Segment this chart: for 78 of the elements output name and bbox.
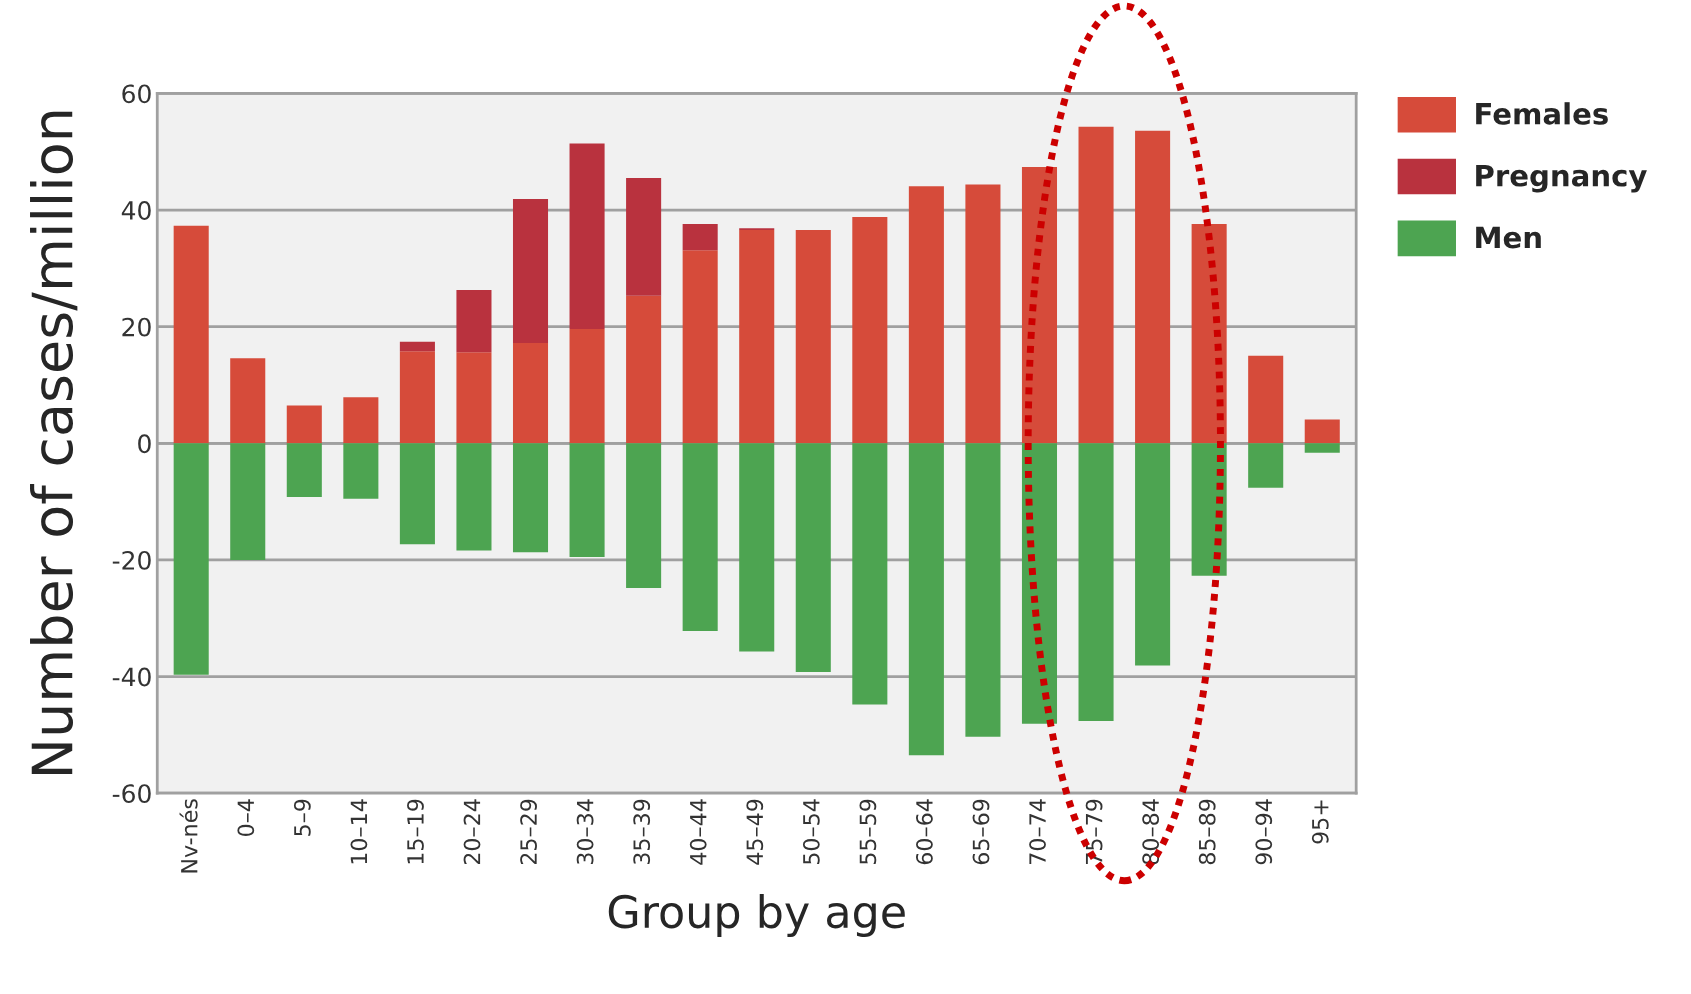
bar bbox=[343, 397, 379, 444]
bar bbox=[456, 443, 492, 551]
bar bbox=[569, 329, 605, 444]
x-tick-label: 60–64 bbox=[916, 799, 933, 865]
x-tick-label: 15–19 bbox=[407, 799, 424, 864]
bar bbox=[852, 217, 888, 444]
bar bbox=[1248, 355, 1284, 444]
bar bbox=[1078, 126, 1114, 444]
bar bbox=[795, 443, 831, 672]
bar bbox=[682, 224, 718, 251]
x-tick-label: 20–24 bbox=[463, 799, 481, 865]
legend-label: Females bbox=[1476, 102, 1608, 125]
bar bbox=[286, 405, 322, 444]
x-tick-label: 55–59 bbox=[859, 799, 877, 865]
bar bbox=[399, 341, 435, 352]
bar bbox=[965, 184, 1001, 444]
bar bbox=[795, 229, 831, 444]
bar bbox=[512, 343, 549, 444]
bar bbox=[852, 443, 888, 705]
x-tick-label: 85–89 bbox=[1198, 799, 1216, 865]
bar bbox=[512, 443, 549, 553]
bar bbox=[1248, 443, 1284, 488]
legend-label: Men bbox=[1476, 226, 1541, 249]
x-tick-label: 30–34 bbox=[576, 799, 594, 865]
bar bbox=[1135, 130, 1171, 444]
bar bbox=[739, 229, 775, 444]
bar bbox=[682, 250, 718, 444]
x-tick-label: 45–49 bbox=[746, 799, 764, 865]
y-tick-label: -20 bbox=[112, 550, 151, 570]
y-tick-label: 60 bbox=[122, 84, 151, 104]
bar bbox=[456, 289, 492, 353]
bar bbox=[1304, 443, 1340, 453]
bar bbox=[626, 177, 662, 296]
x-axis-title: Group by age bbox=[608, 894, 905, 938]
x-tick-label: 10–14 bbox=[350, 799, 368, 864]
bar bbox=[456, 352, 492, 444]
bar bbox=[682, 443, 718, 632]
bar bbox=[626, 295, 662, 444]
bar bbox=[739, 443, 775, 652]
x-tick-label: 65–69 bbox=[972, 799, 990, 865]
legend-label: Pregnancy bbox=[1476, 164, 1647, 193]
y-tick-label: 0 bbox=[138, 434, 151, 454]
x-tick-label: 50–54 bbox=[802, 799, 820, 865]
bar bbox=[569, 143, 605, 330]
bar bbox=[908, 186, 944, 444]
bar bbox=[1135, 443, 1171, 666]
x-tick-label: 95+ bbox=[1311, 800, 1329, 844]
x-tick-label: 35–39 bbox=[633, 799, 651, 865]
y-tick-label: -60 bbox=[112, 784, 151, 804]
y-axis-title: Number of cases/million bbox=[30, 111, 78, 775]
bar bbox=[1304, 419, 1340, 444]
bar bbox=[512, 198, 549, 344]
x-tick-label: 80–84 bbox=[1142, 799, 1160, 865]
bar bbox=[173, 225, 209, 444]
bar bbox=[286, 443, 322, 497]
y-tick-label: 20 bbox=[122, 317, 151, 337]
bar bbox=[230, 358, 266, 444]
y-tick-label: -40 bbox=[112, 667, 151, 687]
bar bbox=[569, 443, 605, 558]
x-tick-label: 25–29 bbox=[520, 799, 537, 865]
x-tick-label: 0–4 bbox=[237, 799, 255, 836]
bar bbox=[908, 443, 944, 756]
x-tick-label: 5–9 bbox=[293, 799, 311, 836]
x-tick-label: 70–74 bbox=[1029, 799, 1046, 864]
y-tick-label: 40 bbox=[121, 201, 151, 220]
bar bbox=[230, 443, 266, 560]
bar bbox=[1191, 224, 1227, 444]
x-tick-label: Nv-nés bbox=[179, 799, 198, 873]
bar bbox=[965, 443, 1001, 737]
bar bbox=[399, 351, 435, 444]
bar bbox=[173, 443, 209, 675]
bar bbox=[626, 443, 662, 588]
bar bbox=[343, 443, 379, 499]
bar bbox=[1191, 443, 1227, 576]
bar bbox=[399, 443, 435, 545]
bar bbox=[1078, 443, 1114, 721]
x-tick-label: 90–94 bbox=[1255, 799, 1273, 865]
x-tick-label: 40–44 bbox=[689, 799, 707, 865]
